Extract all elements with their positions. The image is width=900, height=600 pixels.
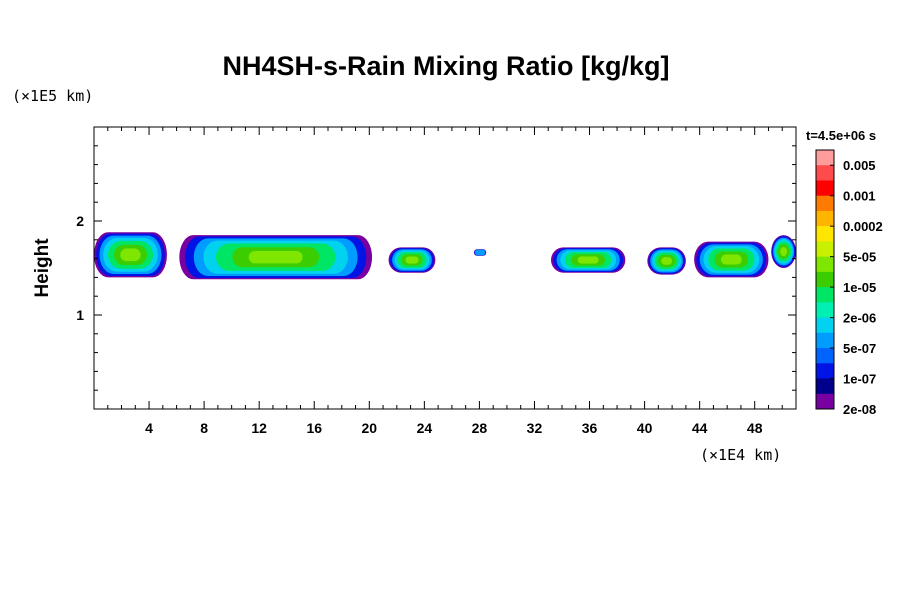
x-tick-label: 40: [637, 420, 653, 436]
colorbar-swatch: [816, 180, 834, 197]
colorbar-swatch: [816, 317, 834, 334]
colorbar-swatch: [816, 287, 834, 303]
x-tick-label: 12: [251, 420, 267, 436]
colorbar-label: 5e-05: [843, 250, 876, 265]
chart-title: NH4SH-s-Rain Mixing Ratio [kg/kg]: [222, 51, 669, 81]
x-tick-label: 44: [692, 420, 708, 436]
contour-cell: [550, 247, 626, 273]
x-tick-label: 20: [362, 420, 378, 436]
colorbar-swatch: [816, 150, 834, 166]
y-axis-label: Height: [32, 238, 53, 298]
x-tick-label: 16: [306, 420, 322, 436]
colorbar-label: 0.0002: [843, 219, 883, 234]
y-tick-label: 1: [76, 307, 84, 323]
contour-cell: [694, 241, 769, 278]
colorbar-frame: [815, 149, 835, 410]
x-tick-label: 24: [417, 420, 433, 436]
colorbar-label: 1e-07: [843, 372, 876, 387]
y-axis-unit: (×1E5 km): [12, 87, 93, 105]
colorbar-label: 5e-07: [843, 341, 876, 356]
colorbar-swatch: [816, 256, 834, 273]
contour-level: [474, 249, 486, 256]
contour-cell: [179, 235, 373, 280]
contour-level: [720, 254, 742, 265]
colorbar-swatch: [816, 226, 834, 242]
contour-cell: [771, 235, 796, 268]
y-tick-label: 2: [76, 213, 84, 229]
contour-level: [120, 248, 141, 262]
contour-cell: [388, 247, 436, 273]
contour-cells: [94, 232, 796, 280]
colorbar-swatch: [816, 241, 834, 258]
colorbar-label: 2e-06: [843, 311, 876, 326]
colorbar-swatch: [816, 378, 834, 395]
contour-level: [577, 256, 599, 264]
colorbar-swatch: [816, 348, 834, 364]
colorbar-swatch: [816, 195, 834, 212]
contour-level: [405, 256, 419, 264]
x-tick-label: 28: [472, 420, 488, 436]
colorbar-swatch: [816, 302, 834, 319]
colorbar-swatch: [816, 393, 834, 410]
colorbar-swatch: [816, 271, 834, 288]
colorbar-label: 0.005: [843, 158, 876, 173]
colorbar-label: 1e-05: [843, 280, 876, 295]
contour-cell: [473, 249, 487, 256]
x-tick-label: 32: [527, 420, 543, 436]
x-tick-label: 36: [582, 420, 598, 436]
x-tick-label: 8: [200, 420, 208, 436]
plot-frame: [93, 126, 797, 410]
time-label: t=4.5e+06 s: [806, 128, 876, 143]
colorbar-swatch: [816, 165, 834, 181]
colorbar: 0.005 0.001 0.0002 5e-05 1e-05 2e-06 5e-07 1e-0…: [815, 149, 883, 417]
x-tick-label: 4: [145, 420, 153, 436]
colorbar-swatch: [816, 332, 834, 349]
x-axis-unit: (×1E4 km): [700, 446, 781, 464]
contour-cell: [94, 232, 167, 278]
colorbar-swatch: [816, 210, 834, 227]
contour-level: [248, 251, 303, 264]
colorbar-swatch: [816, 363, 834, 380]
x-tick-label: 48: [747, 420, 763, 436]
colorbar-label: 2e-08: [843, 402, 876, 417]
colorbar-label: 0.001: [843, 189, 876, 204]
contour-cell: [647, 247, 686, 275]
contour-level: [780, 246, 788, 257]
contour-level: [661, 257, 673, 265]
